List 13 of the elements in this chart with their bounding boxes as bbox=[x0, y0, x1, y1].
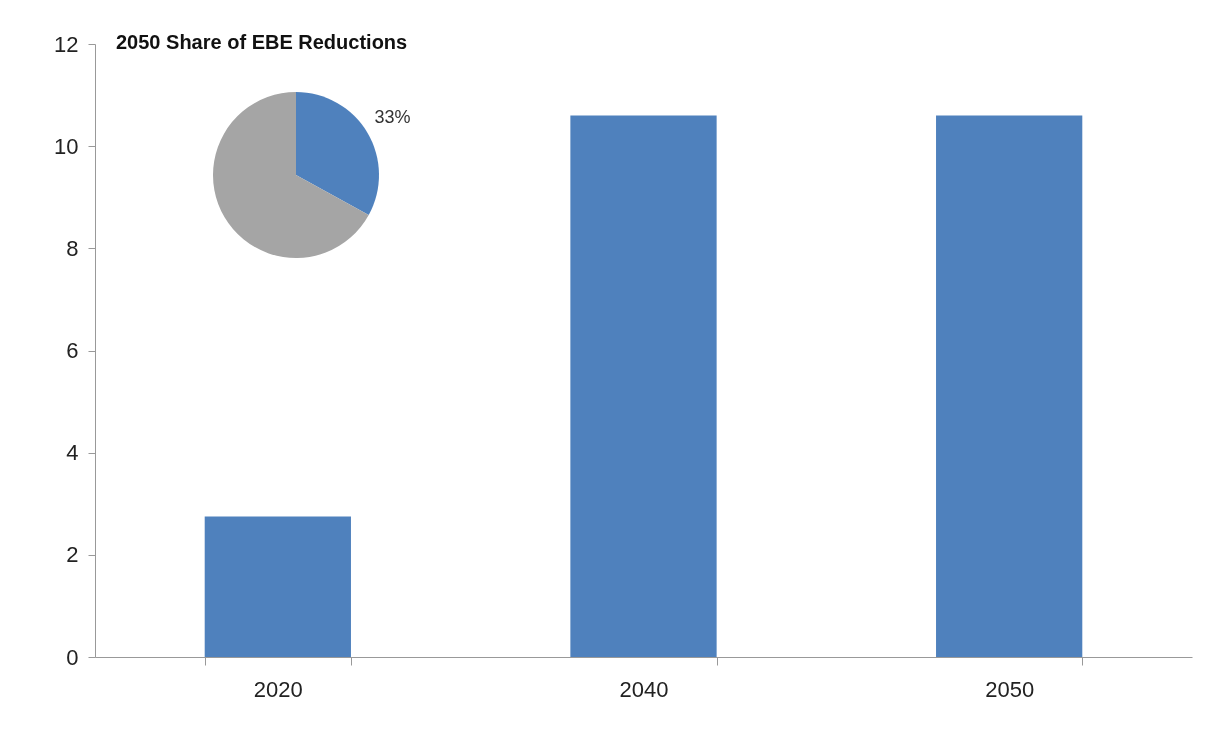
chart-title: 2050 Share of EBE Reductions bbox=[116, 31, 408, 53]
y-tick-label: 8 bbox=[66, 235, 79, 261]
y-tick-label: 2 bbox=[66, 542, 79, 568]
x-tick-label: 2020 bbox=[253, 676, 303, 702]
data-label: 33% bbox=[374, 106, 411, 127]
x-tick-label: 2040 bbox=[619, 676, 669, 702]
x-tick-label: 2050 bbox=[985, 676, 1035, 702]
y-tick-label: 6 bbox=[66, 338, 79, 363]
y-tick-label: 0 bbox=[66, 644, 79, 670]
y-tick-label: 4 bbox=[66, 440, 79, 466]
y-tick-label: 10 bbox=[54, 133, 79, 159]
y-tick-label: 12 bbox=[54, 31, 79, 57]
pie-slice bbox=[213, 92, 369, 258]
